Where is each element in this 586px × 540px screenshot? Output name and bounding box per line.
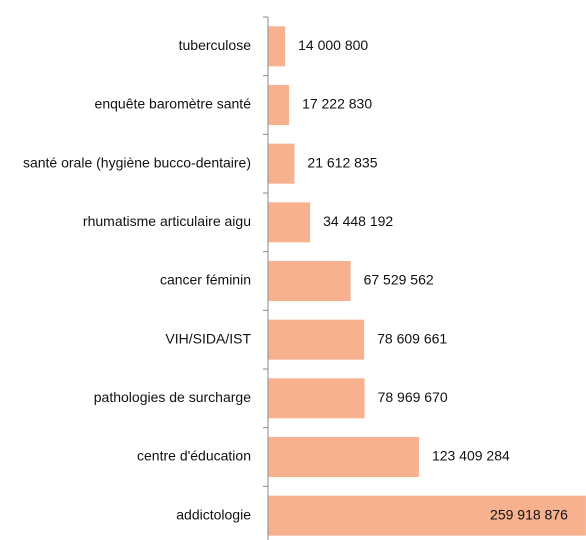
bar [268,261,351,301]
bar [268,495,586,536]
value-label: 17 222 830 [302,96,372,112]
value-label: 259 918 876 [490,506,568,522]
value-label: 123 409 284 [432,448,510,464]
bar [268,85,290,125]
value-label: 78 969 670 [378,389,448,405]
y-tick-label: rhumatisme articulaire aigu [83,213,251,229]
value-label: 78 609 661 [377,330,447,346]
value-label: 34 448 192 [323,213,393,229]
bar [268,143,295,184]
y-tick-label: addictologie [176,506,251,522]
bar [268,319,365,360]
bar [268,202,311,243]
y-tick-label: VIH/SIDA/IST [165,330,251,346]
bar [268,378,365,419]
y-tick-label: tuberculose [179,37,252,53]
value-label: 21 612 835 [307,154,377,170]
y-tick-label: centre d'éducation [137,448,251,464]
value-label: 14 000 800 [298,37,368,53]
y-tick-label: enquête baromètre santé [95,96,252,112]
value-label: 67 529 562 [364,272,434,288]
y-tick-label: cancer féminin [160,272,251,288]
y-tick-label: pathologies de surcharge [94,389,251,405]
bar [268,437,419,477]
bar [268,26,286,67]
y-tick-label: santé orale (hygiène bucco-dentaire) [23,154,251,170]
